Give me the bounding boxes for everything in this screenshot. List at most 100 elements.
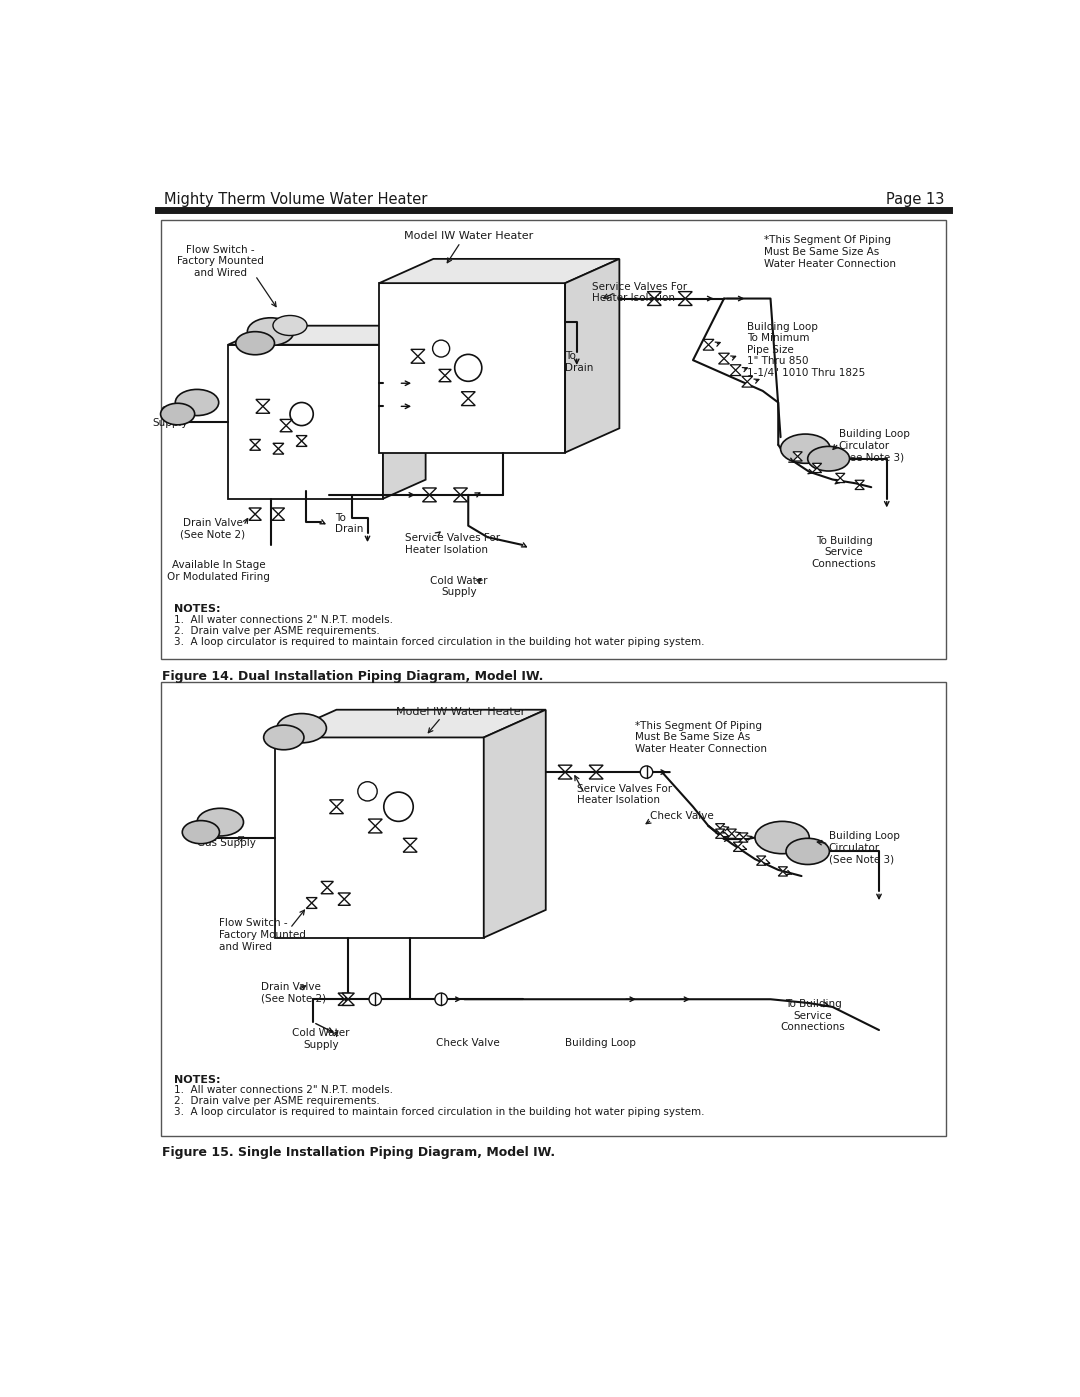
Ellipse shape	[161, 404, 194, 425]
Polygon shape	[422, 488, 436, 495]
Polygon shape	[368, 826, 382, 833]
Ellipse shape	[273, 316, 307, 335]
Polygon shape	[678, 299, 692, 306]
Text: Mighty Therm Volume Water Heater: Mighty Therm Volume Water Heater	[164, 193, 428, 208]
Text: *This Segment Of Piping
Must Be Same Size As
Water Heater Connection: *This Segment Of Piping Must Be Same Siz…	[765, 236, 896, 268]
Polygon shape	[338, 999, 350, 1006]
Polygon shape	[272, 514, 284, 520]
Polygon shape	[733, 847, 743, 851]
Text: NOTES:: NOTES:	[174, 605, 220, 615]
Text: NOTES:: NOTES:	[174, 1074, 220, 1084]
Text: Service Valves For
Heater Isolation: Service Valves For Heater Isolation	[405, 534, 500, 555]
Polygon shape	[228, 345, 383, 499]
Polygon shape	[228, 326, 426, 345]
Polygon shape	[321, 887, 334, 894]
Text: 2.  Drain valve per ASME requirements.: 2. Drain valve per ASME requirements.	[174, 626, 379, 636]
Polygon shape	[338, 893, 350, 900]
Polygon shape	[742, 381, 753, 387]
Polygon shape	[454, 495, 468, 502]
Polygon shape	[403, 838, 417, 845]
Ellipse shape	[786, 838, 829, 865]
Text: To
Drain: To Drain	[565, 351, 594, 373]
Ellipse shape	[235, 331, 274, 355]
Polygon shape	[379, 258, 619, 284]
Text: 3.  A loop circulator is required to maintain forced circulation in the building: 3. A loop circulator is required to main…	[174, 1106, 704, 1118]
Polygon shape	[338, 900, 350, 905]
Polygon shape	[703, 345, 714, 351]
Polygon shape	[793, 457, 802, 461]
Polygon shape	[249, 440, 260, 444]
Text: Model IW Water Heater: Model IW Water Heater	[396, 707, 525, 717]
Polygon shape	[461, 398, 475, 405]
Text: Available In Stage
Or Modulated Firing: Available In Stage Or Modulated Firing	[167, 560, 270, 583]
Polygon shape	[296, 436, 307, 441]
Text: Gas Supply: Gas Supply	[197, 838, 256, 848]
Polygon shape	[855, 485, 864, 489]
Text: Service Valves For
Heater Isolation: Service Valves For Heater Isolation	[577, 784, 672, 805]
Text: Flow Switch -
Factory Mounted
and Wired: Flow Switch - Factory Mounted and Wired	[218, 918, 306, 951]
Polygon shape	[461, 391, 475, 398]
Polygon shape	[249, 444, 260, 450]
Text: 1.  All water connections 2" N.P.T. models.: 1. All water connections 2" N.P.T. model…	[174, 1085, 393, 1095]
Text: Model IW Water Heater: Model IW Water Heater	[404, 231, 532, 240]
Polygon shape	[647, 292, 661, 299]
Polygon shape	[730, 370, 741, 376]
Ellipse shape	[435, 993, 447, 1006]
Polygon shape	[779, 866, 787, 872]
Text: To Building
Service
Connections: To Building Service Connections	[781, 999, 846, 1032]
Text: Figure 14. Dual Installation Piping Diagram, Model IW.: Figure 14. Dual Installation Piping Diag…	[162, 669, 543, 683]
Polygon shape	[558, 766, 572, 773]
Ellipse shape	[781, 434, 831, 464]
Polygon shape	[855, 481, 864, 485]
Polygon shape	[422, 495, 436, 502]
Ellipse shape	[640, 766, 652, 778]
Polygon shape	[703, 339, 714, 345]
Polygon shape	[248, 509, 261, 514]
Polygon shape	[273, 443, 284, 448]
Polygon shape	[273, 448, 284, 454]
Text: Service Valves For
Heater Isolation: Service Valves For Heater Isolation	[592, 282, 687, 303]
Text: To Building
Service
Connections: To Building Service Connections	[812, 535, 877, 569]
Bar	[161, 219, 946, 659]
Polygon shape	[383, 326, 426, 499]
Polygon shape	[647, 299, 661, 306]
Ellipse shape	[755, 821, 809, 854]
Text: 1.  All water connections 2" N.P.T. models.: 1. All water connections 2" N.P.T. model…	[174, 615, 393, 624]
Polygon shape	[329, 800, 343, 806]
Ellipse shape	[264, 725, 303, 750]
Polygon shape	[718, 353, 729, 359]
Ellipse shape	[808, 447, 850, 471]
Text: 3.  A loop circulator is required to maintain forced circulation in the building: 3. A loop circulator is required to main…	[174, 637, 704, 647]
Ellipse shape	[369, 993, 381, 1006]
Text: Check Valve: Check Valve	[650, 810, 714, 820]
Ellipse shape	[175, 390, 218, 415]
Polygon shape	[715, 828, 725, 834]
Polygon shape	[836, 478, 845, 482]
Text: Check Valve: Check Valve	[436, 1038, 500, 1048]
Polygon shape	[727, 834, 737, 838]
Ellipse shape	[276, 714, 326, 743]
Polygon shape	[454, 488, 468, 495]
Text: Drain Valve
(See Note 2): Drain Valve (See Note 2)	[261, 982, 326, 1004]
Polygon shape	[338, 993, 350, 999]
Ellipse shape	[357, 782, 377, 800]
Ellipse shape	[197, 809, 243, 835]
Polygon shape	[342, 993, 354, 999]
Polygon shape	[296, 441, 307, 447]
Polygon shape	[812, 468, 822, 472]
Polygon shape	[590, 773, 603, 780]
Ellipse shape	[433, 339, 449, 358]
Polygon shape	[307, 898, 318, 902]
Polygon shape	[410, 356, 424, 363]
Polygon shape	[733, 842, 743, 847]
Polygon shape	[739, 833, 748, 838]
Polygon shape	[812, 464, 822, 468]
Polygon shape	[757, 856, 766, 861]
Polygon shape	[438, 369, 451, 376]
Text: *This Segment Of Piping
Must Be Same Size As
Water Heater Connection: *This Segment Of Piping Must Be Same Siz…	[635, 721, 767, 754]
Text: To
Drain: To Drain	[335, 513, 363, 534]
Polygon shape	[558, 773, 572, 780]
Polygon shape	[718, 359, 729, 365]
Text: Building Loop
To Minimum
Pipe Size
1" Thru 850
1-1/4" 1010 Thru 1825: Building Loop To Minimum Pipe Size 1" Th…	[747, 321, 865, 379]
Polygon shape	[274, 738, 484, 937]
